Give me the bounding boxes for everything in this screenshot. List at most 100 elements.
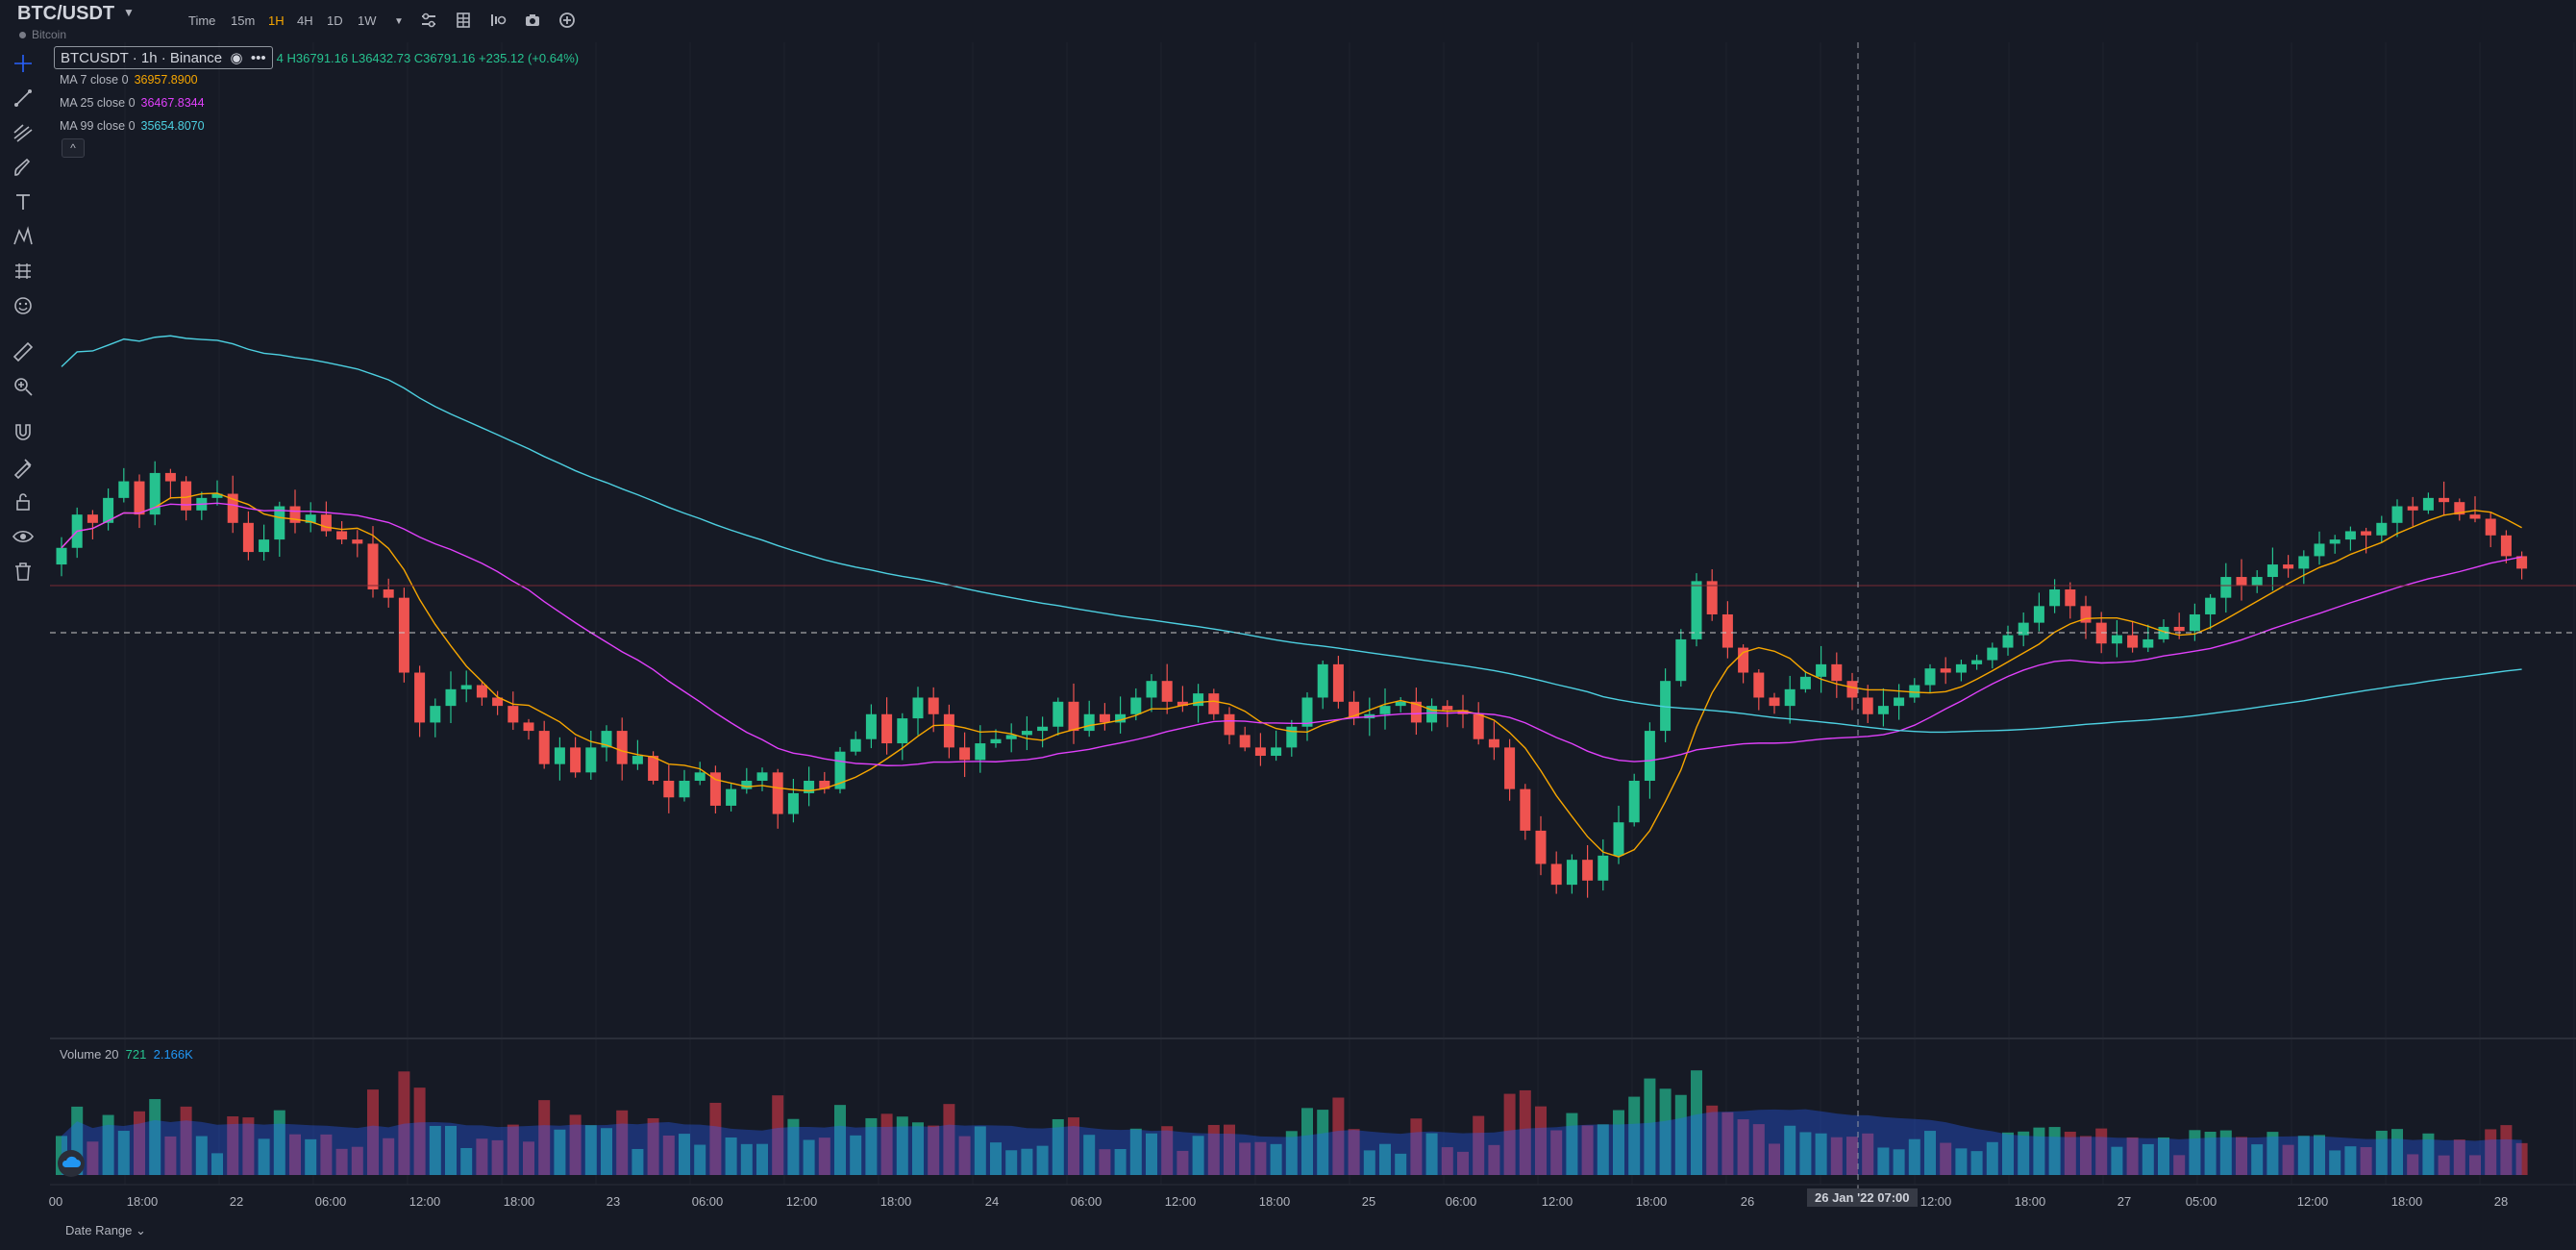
lock-icon[interactable]: [12, 490, 35, 513]
text-icon[interactable]: [12, 190, 35, 213]
time-tick-label: 27: [2118, 1194, 2131, 1209]
magnet-icon[interactable]: [12, 421, 35, 444]
volume-bar: [896, 1116, 908, 1175]
tf-1d[interactable]: 1D: [327, 13, 343, 28]
fib-icon[interactable]: [12, 121, 35, 144]
trendline-icon[interactable]: [12, 87, 35, 110]
candle-body: [959, 747, 971, 761]
ruler-icon[interactable]: [12, 340, 35, 363]
trash-icon[interactable]: [12, 560, 35, 583]
lock-draw-icon[interactable]: [12, 456, 35, 479]
more-icon[interactable]: •••: [250, 50, 266, 66]
symbol-caret-icon[interactable]: ▼: [123, 6, 135, 19]
candle-body: [367, 543, 379, 590]
volume-bar: [180, 1106, 192, 1175]
volume-bar: [787, 1118, 800, 1175]
candle-body: [1426, 706, 1438, 723]
volume-bar: [2173, 1155, 2186, 1175]
volume-bar: [1877, 1147, 1890, 1175]
candle-body: [2407, 506, 2418, 511]
volume-bar: [569, 1114, 582, 1175]
tf-15m[interactable]: 15m: [231, 13, 256, 28]
volume-bar: [958, 1136, 971, 1175]
candle-body: [1395, 701, 1406, 707]
camera-icon[interactable]: [523, 11, 542, 30]
volume-bar: [320, 1134, 333, 1175]
candle-body: [1037, 726, 1049, 732]
volume-bar: [1799, 1132, 1812, 1175]
candle-body: [787, 792, 799, 814]
tf-1h[interactable]: 1H: [268, 13, 285, 28]
candle-body: [2002, 635, 2014, 648]
time-axis[interactable]: 00 18:00 22 06:00 12:00 18:00 23 06:00 12:00 18:0…: [49, 1194, 2508, 1209]
volume-bar: [1830, 1137, 1843, 1175]
candle-body: [1224, 713, 1235, 736]
volume-bar: [2142, 1143, 2154, 1175]
candle-body: [881, 713, 893, 744]
candle-body: [1317, 663, 1328, 698]
volume-bar: [974, 1126, 986, 1175]
collapse-legend-icon[interactable]: ^: [62, 138, 85, 158]
candle-body: [383, 589, 394, 598]
cloud-logo-icon[interactable]: [58, 1150, 85, 1177]
brush-icon[interactable]: [12, 156, 35, 179]
volume-bar: [1519, 1089, 1531, 1175]
ma99-line: [61, 335, 2522, 734]
time-tick-label: 18:00: [127, 1194, 159, 1209]
volume-bar: [834, 1105, 846, 1175]
volume-bar: [1535, 1106, 1547, 1175]
volume-bar: [1970, 1151, 1983, 1175]
volume-bar: [2236, 1137, 2247, 1175]
chart-type-icon[interactable]: [454, 11, 473, 30]
candle-body: [2173, 626, 2185, 632]
volume-bar: [273, 1110, 285, 1175]
time-tick-label: 28: [2494, 1194, 2508, 1209]
eye-legend-icon[interactable]: ◉: [230, 50, 243, 66]
time-tick-label: 05:00: [2186, 1194, 2217, 1209]
volume-bar: [149, 1099, 161, 1175]
tf-1w[interactable]: 1W: [358, 13, 377, 28]
candle-body: [1706, 581, 1718, 614]
candle-body: [181, 481, 192, 511]
candle-body: [2018, 622, 2029, 636]
tf-4h[interactable]: 4H: [297, 13, 313, 28]
eye-icon[interactable]: [12, 525, 35, 548]
symbol-name[interactable]: BTC/USDT: [17, 3, 115, 24]
zoom-icon[interactable]: [12, 375, 35, 398]
volume-bar: [1363, 1150, 1375, 1175]
volume-bar: [1815, 1133, 1827, 1175]
prediction-icon[interactable]: [12, 260, 35, 283]
pattern-icon[interactable]: [12, 225, 35, 248]
volume-bar: [2064, 1131, 2076, 1175]
legend-symbol[interactable]: BTCUSDT · 1h · Binance ◉ •••: [54, 46, 273, 69]
volume-bar: [725, 1137, 737, 1175]
volume-bar: [1114, 1149, 1127, 1175]
candle-body: [352, 539, 363, 544]
volume-bar: [1068, 1117, 1079, 1175]
candle-body: [2236, 577, 2247, 586]
add-icon[interactable]: [557, 11, 577, 30]
volume-bar: [803, 1139, 815, 1175]
candle-body: [1721, 613, 1733, 648]
volume-bar: [2204, 1131, 2217, 1175]
volume-bar: [554, 1129, 566, 1175]
candle-body: [709, 772, 721, 806]
volume-bar: [2219, 1130, 2232, 1175]
candle-body: [1894, 697, 1905, 707]
volume-bar: [1737, 1119, 1749, 1175]
indicators-settings-icon[interactable]: [419, 11, 438, 30]
crosshair-icon[interactable]: [12, 52, 35, 75]
volume-bar: [2438, 1155, 2450, 1175]
date-range-button[interactable]: Date Range ⌄: [65, 1223, 146, 1238]
volume-bar: [2002, 1132, 2014, 1175]
tf-more-icon[interactable]: ▼: [394, 16, 404, 27]
candle-body: [1083, 713, 1095, 732]
compare-icon[interactable]: [488, 11, 508, 30]
time-tick-label: 12:00: [786, 1194, 818, 1209]
emoji-icon[interactable]: [12, 294, 35, 317]
candle-body: [694, 772, 706, 781]
tf-time[interactable]: Time: [188, 13, 216, 28]
volume-bar: [507, 1124, 519, 1175]
candle-body: [1644, 731, 1655, 781]
